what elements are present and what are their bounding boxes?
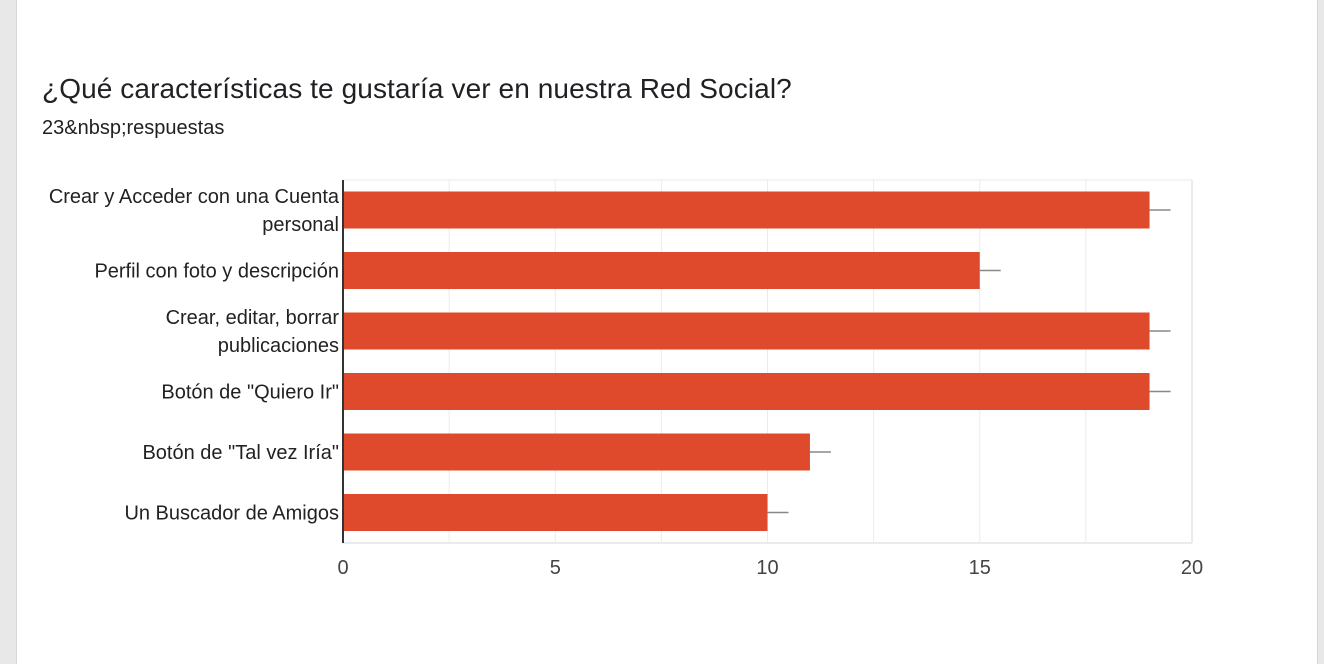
gridlines [343,179,1193,544]
bar [343,494,768,531]
x-tick-label: 5 [550,557,561,579]
category-label: personal [262,214,339,236]
bar [343,252,980,289]
category-label: Botón de "Tal vez Iría" [142,442,339,464]
bar [343,191,1150,229]
category-label: Perfil con foto y descripción [94,261,339,283]
category-label: Un Buscador de Amigos [124,503,339,525]
category-labels: Crear y Acceder con una Cuenta personal Pe… [49,186,340,525]
x-tick-label: 20 [1181,557,1203,579]
x-tick-label: 0 [337,557,348,579]
x-tick-label: 10 [756,557,778,579]
response-count: 23&nbsp;respuestas [42,117,225,139]
question-title: ¿Qué características te gustaría ver en … [42,73,792,104]
bar [343,312,1150,350]
bar [343,373,1150,410]
x-tick-label: 15 [969,557,991,579]
x-axis-ticks: 0 5 10 15 20 [337,557,1203,579]
category-label: Crear y Acceder con una Cuenta [49,186,340,208]
bar [343,433,810,471]
category-label: Botón de "Quiero Ir" [161,382,339,404]
category-label: publicaciones [218,335,339,357]
category-label: Crear, editar, borrar [166,307,340,329]
bars [343,191,1171,531]
